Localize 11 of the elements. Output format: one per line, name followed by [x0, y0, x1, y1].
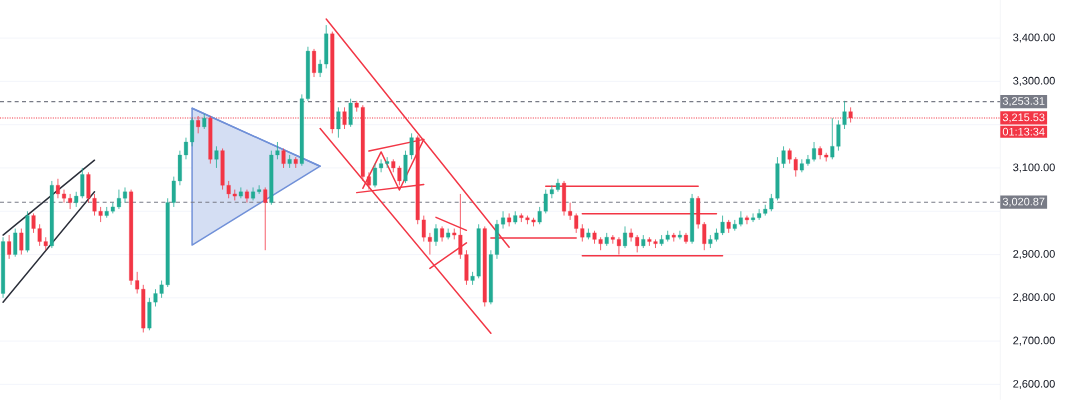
y-tick-label: 3,100.00	[1013, 163, 1055, 173]
y-tick-label: 3,300.00	[1013, 76, 1055, 86]
y-tick-label: 3,400.00	[1013, 33, 1055, 43]
ref-line-label: 3,253.31	[1002, 97, 1045, 107]
y-tick-label: 2,900.00	[1013, 250, 1055, 260]
ref-line-label: 3,020.87	[1002, 197, 1045, 207]
ref-line-label: 3,215.53	[1002, 113, 1045, 123]
y-tick-label: 2,600.00	[1013, 379, 1055, 389]
text: 01:13:34	[1002, 127, 1045, 136]
y-tick-label: 2,700.00	[1013, 336, 1055, 346]
y-tick-label: 2,800.00	[1013, 293, 1055, 303]
